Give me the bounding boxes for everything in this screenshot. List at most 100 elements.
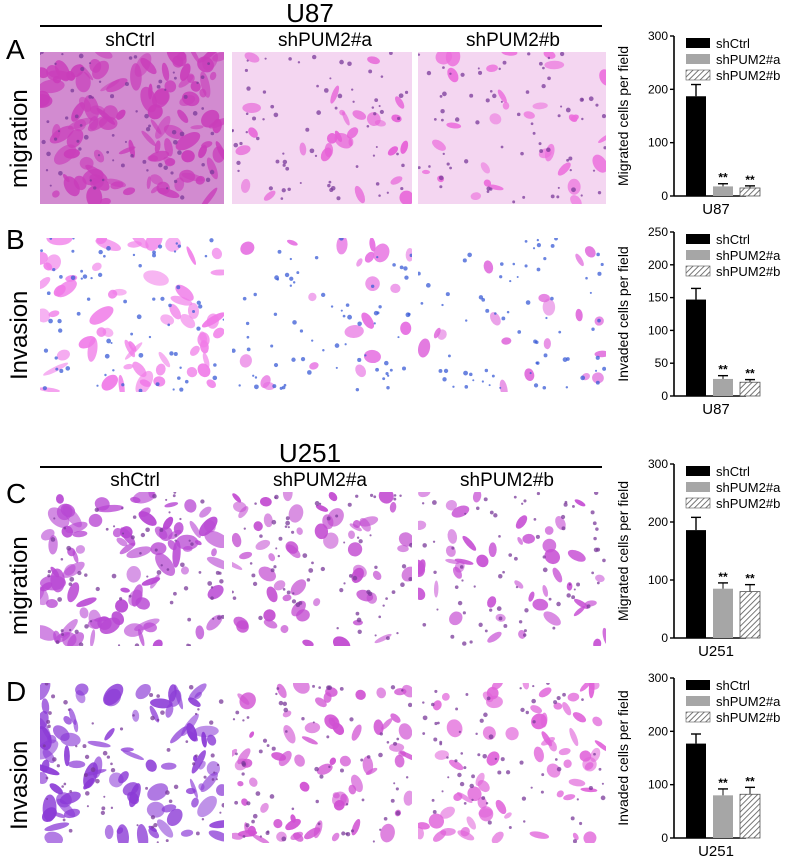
row-label-invasion-u251: Invasion bbox=[6, 740, 33, 830]
y-axis-label: Invaded cells per field bbox=[615, 690, 631, 825]
significance-label: ** bbox=[718, 363, 728, 377]
y-tick-label: 0 bbox=[661, 189, 668, 203]
y-tick-label: 200 bbox=[648, 82, 668, 96]
column-label-shpum2b-bottom: shPUM2#b bbox=[460, 470, 554, 491]
legend-label: shCtrl bbox=[716, 678, 750, 693]
y-tick-label: 150 bbox=[648, 291, 668, 305]
significance-label: ** bbox=[745, 572, 755, 586]
y-tick-label: 200 bbox=[648, 724, 668, 738]
y-tick-label: 200 bbox=[648, 515, 668, 529]
legend-label: shPUM2#b bbox=[716, 264, 780, 279]
bar-shpum2b bbox=[739, 793, 761, 839]
micrograph-invasion-u87-shpum2a bbox=[232, 238, 412, 392]
legend-swatch bbox=[686, 234, 710, 244]
panel-letter-b: B bbox=[6, 224, 25, 255]
micrograph-migration-u251-shpum2b bbox=[418, 492, 606, 646]
bar-chart-a: Migrated cells per field 0 100 200 300 U87 ** *… bbox=[612, 26, 791, 218]
column-label-shctrl-bottom: shCtrl bbox=[110, 470, 160, 491]
micrograph-migration-u87-shctrl bbox=[40, 52, 224, 204]
significance-label: ** bbox=[745, 367, 755, 381]
y-tick-label: 250 bbox=[648, 225, 668, 239]
bar-chart-c: Migrated cells per field 0 100 200 300 U251 **… bbox=[612, 454, 791, 660]
y-tick-label: 50 bbox=[655, 356, 669, 370]
x-axis-label: U87 bbox=[702, 201, 730, 218]
bar-shpum2b bbox=[739, 187, 761, 197]
legend-label: shPUM2#b bbox=[716, 496, 780, 511]
legend-label: shPUM2#a bbox=[716, 694, 781, 709]
legend-label: shCtrl bbox=[716, 36, 750, 51]
y-tick-label: 100 bbox=[648, 323, 668, 337]
significance-label: ** bbox=[718, 570, 728, 584]
y-tick-label: 300 bbox=[648, 671, 668, 685]
x-axis-label: U87 bbox=[702, 401, 730, 418]
legend-swatch bbox=[685, 711, 711, 723]
y-tick-label: 300 bbox=[648, 29, 668, 43]
micrograph-invasion-u87-shctrl bbox=[40, 238, 224, 392]
legend-swatch bbox=[686, 54, 710, 64]
micrograph-invasion-u251-shpum2b bbox=[418, 683, 606, 843]
bar-chart-svg-c: Migrated cells per field 0 100 200 300 U251 **… bbox=[615, 457, 781, 660]
bar-shpum2a bbox=[713, 795, 733, 838]
bar-chart-b: Invaded cells per field 0 50 100 150 200 250 U8… bbox=[612, 222, 791, 418]
y-tick-label: 0 bbox=[661, 631, 668, 645]
bar-shpum2a bbox=[713, 378, 733, 396]
micrograph-invasion-u87-shpum2b bbox=[418, 238, 606, 392]
micrograph-invasion-u251-shpum2a bbox=[232, 683, 412, 843]
legend-swatch bbox=[686, 696, 710, 706]
y-tick-label: 0 bbox=[661, 389, 668, 403]
bar-shpum2a bbox=[713, 588, 733, 638]
bar-shctrl bbox=[686, 530, 706, 638]
row-label-migration-u251: migration bbox=[6, 536, 33, 635]
legend-swatch bbox=[685, 497, 711, 509]
legend-label: shPUM2#a bbox=[716, 52, 781, 67]
panel-letter-c: C bbox=[6, 478, 27, 509]
legend-swatch bbox=[686, 38, 710, 48]
bar-shctrl bbox=[686, 743, 706, 838]
legend-label: shCtrl bbox=[716, 464, 750, 479]
x-axis-label: U251 bbox=[698, 643, 734, 660]
column-label-shpum2a-bottom: shPUM2#a bbox=[273, 470, 367, 491]
legend-label: shPUM2#b bbox=[716, 68, 780, 83]
micrograph-invasion-u251-shctrl bbox=[40, 683, 224, 843]
y-tick-label: 100 bbox=[648, 573, 668, 587]
legend-swatch bbox=[686, 250, 710, 260]
bar-chart-svg-b: Invaded cells per field 0 50 100 150 200 250 U8… bbox=[615, 225, 781, 418]
row-label-migration-u87: migration bbox=[6, 89, 33, 188]
significance-label: ** bbox=[745, 774, 755, 788]
bar-chart-svg-d: Invaded cells per field 0 100 200 300 U251 ** *… bbox=[615, 671, 781, 860]
significance-label: ** bbox=[718, 171, 728, 185]
cell-line-title-top: U87 bbox=[286, 0, 334, 28]
column-label-shpum2b-top: shPUM2#b bbox=[466, 30, 560, 51]
row-label-invasion-u87: Invasion bbox=[6, 290, 33, 380]
panel-letter-a: A bbox=[6, 34, 25, 65]
y-axis-label: Migrated cells per field bbox=[615, 46, 631, 186]
legend-label: shPUM2#b bbox=[716, 710, 780, 725]
micrograph-migration-u251-shctrl bbox=[40, 492, 224, 646]
column-label-shctrl-top: shCtrl bbox=[105, 30, 155, 51]
legend-swatch bbox=[686, 466, 710, 476]
legend-label: shPUM2#a bbox=[716, 480, 781, 495]
y-tick-label: 0 bbox=[661, 831, 668, 845]
header-underline-bottom bbox=[40, 466, 602, 468]
legend-label: shPUM2#a bbox=[716, 248, 781, 263]
y-tick-label: 100 bbox=[648, 778, 668, 792]
micrograph-migration-u87-shpum2b bbox=[418, 52, 606, 204]
x-axis-label: U251 bbox=[698, 843, 734, 860]
header-underline-top bbox=[40, 25, 602, 27]
bar-shpum2b bbox=[739, 381, 761, 397]
bar-shpum2a bbox=[713, 186, 733, 196]
y-axis-label: Migrated cells per field bbox=[615, 481, 631, 621]
bar-shctrl bbox=[686, 96, 706, 196]
legend-label: shCtrl bbox=[716, 232, 750, 247]
cell-line-title-bottom: U251 bbox=[278, 438, 342, 468]
y-tick-label: 100 bbox=[648, 136, 668, 150]
micrograph-migration-u251-shpum2a bbox=[232, 492, 412, 646]
bar-shpum2b bbox=[739, 591, 761, 639]
y-tick-label: 200 bbox=[648, 258, 668, 272]
bar-chart-svg-a: Migrated cells per field 0 100 200 300 U87 ** *… bbox=[615, 29, 781, 218]
column-label-shpum2a-top: shPUM2#a bbox=[278, 30, 372, 51]
bar-chart-d: Invaded cells per field 0 100 200 300 U251 ** *… bbox=[612, 668, 791, 860]
legend-swatch bbox=[686, 680, 710, 690]
legend-swatch bbox=[685, 265, 711, 277]
significance-label: ** bbox=[745, 173, 755, 187]
